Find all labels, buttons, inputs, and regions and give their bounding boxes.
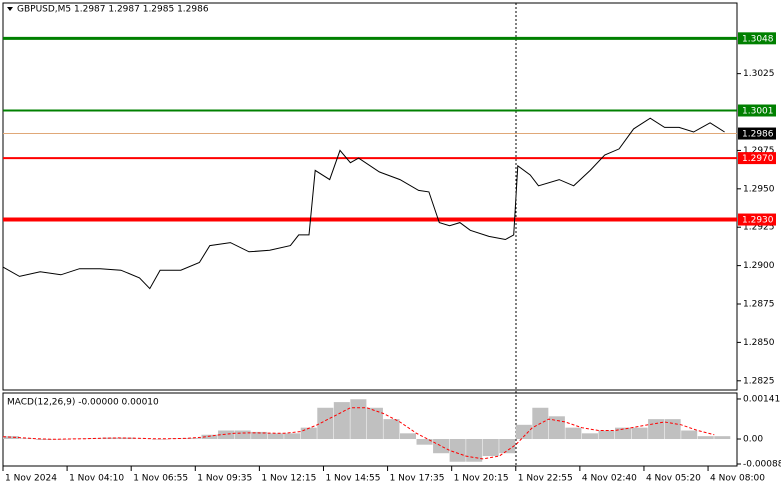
macd-bar [19, 438, 36, 440]
level-label-box [738, 152, 776, 165]
macd-bar [631, 427, 648, 440]
macd-bar [317, 407, 334, 440]
macd-bar [300, 427, 317, 440]
level-label: 1.2970 [742, 154, 774, 164]
x-tick-label: 1 Nov 06:55 [133, 474, 188, 484]
macd-bar [581, 433, 598, 440]
y-tick-label: 0.00 [743, 435, 763, 445]
macd-bar [499, 439, 516, 454]
y-tick-label: 1.2850 [743, 338, 775, 348]
x-tick-label: 1 Nov 17:35 [390, 474, 445, 484]
macd-bar [697, 436, 714, 440]
macd-bar [515, 424, 532, 440]
macd-bar [284, 433, 301, 440]
macd-bar [118, 437, 135, 440]
macd-bar [399, 433, 417, 440]
macd-bar [366, 407, 383, 440]
macd-bar [681, 430, 698, 440]
macd-bar [267, 433, 284, 440]
macd-bar [184, 438, 201, 440]
y-tick-label: 1.3025 [743, 69, 775, 79]
y-tick-label: 1.2900 [743, 261, 775, 271]
price-line [2, 117, 725, 290]
x-tick-label: 1 Nov 22:55 [518, 474, 573, 484]
signal-line [2, 407, 715, 460]
level-label: 1.2930 [742, 216, 774, 226]
x-tick-label: 1 Nov 2024 [5, 474, 57, 484]
price-title: GBPUSD,M5 1.2987 1.2987 1.2985 1.2986 [17, 5, 209, 15]
macd-bar [168, 438, 185, 440]
macd-bar [151, 439, 168, 440]
dropdown-icon [7, 7, 13, 11]
y-tick-label: -0.00088 [743, 460, 781, 470]
x-tick-label: 1 Nov 14:55 [325, 474, 380, 484]
level-label: 1.3048 [742, 34, 774, 44]
level-label-box [738, 127, 776, 140]
macd-bar [251, 431, 268, 440]
macd-bar [615, 427, 632, 440]
macd-bar [218, 430, 235, 440]
macd-bar [433, 439, 450, 454]
macd-bar [714, 436, 731, 440]
macd-bar [482, 439, 499, 457]
x-tick-label: 4 Nov 05:20 [646, 474, 701, 484]
macd-bar [333, 402, 350, 440]
macd-title: MACD(12,26,9) -0.00000 0.00010 [7, 398, 159, 408]
macd-bar [449, 439, 466, 462]
macd-panel-frame [2, 392, 738, 467]
macd-bar [598, 430, 615, 440]
level-label-box [738, 32, 776, 45]
macd-bar [234, 430, 251, 440]
macd-bar [3, 436, 20, 440]
level-label: 1.2986 [742, 130, 774, 140]
macd-bar [383, 419, 400, 440]
macd-bar [416, 439, 433, 445]
level-label-box [738, 104, 776, 117]
x-tick-label: 1 Nov 04:10 [69, 474, 124, 484]
level-label-box [738, 213, 776, 226]
y-tick-label: 1.2925 [743, 223, 775, 233]
x-tick-label: 1 Nov 20:15 [454, 474, 509, 484]
x-tick-label: 4 Nov 02:40 [582, 474, 637, 484]
y-tick-label: 1.2875 [743, 300, 775, 310]
macd-bar [565, 427, 582, 440]
y-tick-label: 1.2825 [743, 376, 775, 386]
level-label: 1.3001 [742, 107, 774, 117]
y-tick-label: 1.2950 [743, 184, 775, 194]
x-tick-label: 1 Nov 12:15 [261, 474, 316, 484]
price-panel-frame [2, 2, 738, 391]
x-tick-label: 4 Nov 08:00 [710, 474, 765, 484]
y-tick-label: 0.00141 [743, 394, 780, 404]
macd-bar [548, 416, 565, 440]
y-tick-label: 1.2975 [743, 146, 775, 156]
x-tick-label: 1 Nov 09:35 [197, 474, 252, 484]
macd-bar [466, 439, 483, 462]
macd-bar [350, 399, 367, 440]
macd-bar [201, 434, 218, 440]
